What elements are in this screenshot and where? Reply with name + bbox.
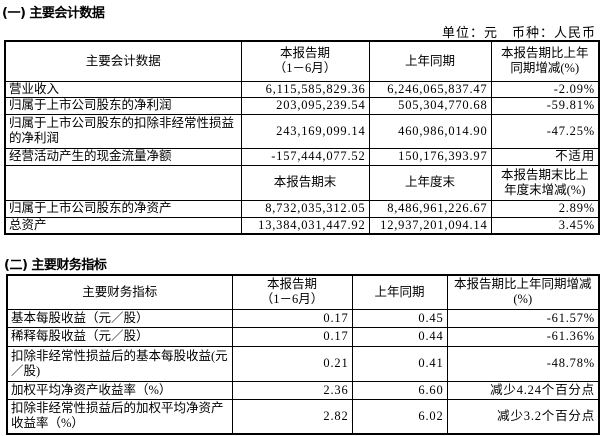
- cell-value: 6.02: [351, 398, 448, 435]
- cell-value: 12,937,201,094.14: [368, 216, 492, 235]
- cell-value: -157,444,077.52: [240, 147, 370, 166]
- cell-value: 减少4.24个百分点: [446, 380, 600, 400]
- row-label: 基本每股收益（元／股）: [6, 308, 233, 328]
- cell-value: 6,246,065,837.47: [368, 80, 492, 98]
- cell-value: 减少3.2个百分点: [446, 398, 600, 435]
- column-header: 本报告期比上年 同期增减(%): [490, 40, 600, 82]
- table-row: 总资产 13,384,031,447.92 12,937,201,094.14 3.4…: [4, 216, 600, 235]
- cell-value: 不适用: [490, 147, 600, 166]
- column-header: 上年同期: [351, 274, 448, 310]
- table-row: 经营活动产生的现金流量净额 -157,444,077.52 150,176,393.…: [4, 147, 600, 166]
- header-row: 主要财务指标 本报告期 （1－6月） 上年同期 本报告期比上年同期增减 (%): [6, 274, 600, 310]
- cell-value: 0.44: [351, 326, 448, 347]
- row-label: 经营活动产生的现金流量净额: [4, 147, 242, 166]
- row-label: 归属于上市公司股东的扣除非经常性损益的净利润: [4, 113, 242, 149]
- row-label: 稀释每股收益（元／股）: [6, 326, 233, 347]
- row-label: 扣除非经常性损益后的加权平均净资产收益率（%）: [6, 398, 233, 435]
- row-label: 总资产: [4, 216, 242, 235]
- cell-value: -48.78%: [446, 345, 600, 382]
- column-header: 上年同期: [368, 40, 492, 82]
- row-label: 扣除非经常性损益后的基本每股收益(元／股): [6, 345, 233, 382]
- column-header: 本报告期 （1－6月）: [231, 274, 353, 310]
- cell-value: 460,986,014.90: [368, 113, 492, 149]
- table-row: 归属于上市公司股东的净利润 203,095,239.54 505,304,770.6…: [4, 96, 600, 115]
- cell-value: 6.60: [351, 380, 448, 400]
- cell-value: 0.17: [231, 326, 353, 347]
- table-row: 扣除非经常性损益后的加权平均净资产收益率（%） 2.82 6.02 减少3.2个百分点: [6, 398, 600, 435]
- cell-value: 13,384,031,447.92: [240, 216, 370, 235]
- cell-value: 8,486,961,226.67: [368, 199, 492, 218]
- cell-value: -61.36%: [446, 326, 600, 347]
- table-row: 加权平均净资产收益率（%） 2.36 6.60 减少4.24个百分点: [6, 380, 600, 400]
- cell-value: 203,095,239.54: [240, 96, 370, 115]
- cell-value: 2.36: [231, 380, 353, 400]
- accounting-data-table: 主要会计数据 本报告期 （1－6月） 上年同期 本报告期比上年 同期增减(%) 营业收入…: [4, 40, 600, 235]
- column-header: 本报告期末: [240, 164, 370, 201]
- row-label: 营业收入: [4, 80, 242, 98]
- row-label: 归属于上市公司股东的净利润: [4, 96, 242, 115]
- header-row: 主要会计数据 本报告期 （1－6月） 上年同期 本报告期比上年 同期增减(%): [4, 40, 600, 82]
- row-label: 归属于上市公司股东的净资产: [4, 199, 242, 218]
- financial-indicators-table: 主要财务指标 本报告期 （1－6月） 上年同期 本报告期比上年同期增减 (%) 基本每股…: [6, 274, 600, 435]
- header-row: 本报告期末 上年度末 本报告期末比上 年度末增减(%): [4, 164, 600, 201]
- column-header: 主要会计数据: [4, 40, 242, 82]
- cell-value: 2.82: [231, 398, 353, 435]
- table-row: 归属于上市公司股东的扣除非经常性损益的净利润 243,169,099.14 460,…: [4, 113, 600, 149]
- cell-value: 6,115,585,829.36: [240, 80, 370, 98]
- section1-title: (一) 主要会计数据: [2, 6, 105, 21]
- column-header: 本报告期 （1－6月）: [240, 40, 370, 82]
- column-header: 上年度末: [368, 164, 492, 201]
- column-header: 本报告期末比上 年度末增减(%): [490, 164, 600, 201]
- table-row: 扣除非经常性损益后的基本每股收益(元／股) 0.21 0.41 -48.78%: [6, 345, 600, 382]
- column-header: 主要财务指标: [6, 274, 233, 310]
- table-row: 稀释每股收益（元／股） 0.17 0.44 -61.36%: [6, 326, 600, 347]
- cell-value: 0.21: [231, 345, 353, 382]
- cell-value: 505,304,770.68: [368, 96, 492, 115]
- cell-value: -61.57%: [446, 308, 600, 328]
- cell-value: 243,169,099.14: [240, 113, 370, 149]
- row-label: 加权平均净资产收益率（%）: [6, 380, 233, 400]
- unit-label: 单位：元 币种：人民币: [441, 25, 596, 40]
- column-header: 本报告期比上年同期增减 (%): [446, 274, 600, 310]
- cell-value: 0.17: [231, 308, 353, 328]
- cell-value: 8,732,035,312.05: [240, 199, 370, 218]
- cell-value: 0.41: [351, 345, 448, 382]
- cell-value: 150,176,393.97: [368, 147, 492, 166]
- cell-value: -59.81%: [490, 96, 600, 115]
- column-header: [4, 164, 242, 201]
- table-row: 营业收入 6,115,585,829.36 6,246,065,837.47 -2.0…: [4, 80, 600, 98]
- table-row: 基本每股收益（元／股） 0.17 0.45 -61.57%: [6, 308, 600, 328]
- cell-value: 3.45%: [490, 216, 600, 235]
- section2-title: (二) 主要财务指标: [4, 258, 107, 273]
- cell-value: -47.25%: [490, 113, 600, 149]
- cell-value: 0.45: [351, 308, 448, 328]
- cell-value: 2.89%: [490, 199, 600, 218]
- table-row: 归属于上市公司股东的净资产 8,732,035,312.05 8,486,961,2…: [4, 199, 600, 218]
- cell-value: -2.09%: [490, 80, 600, 98]
